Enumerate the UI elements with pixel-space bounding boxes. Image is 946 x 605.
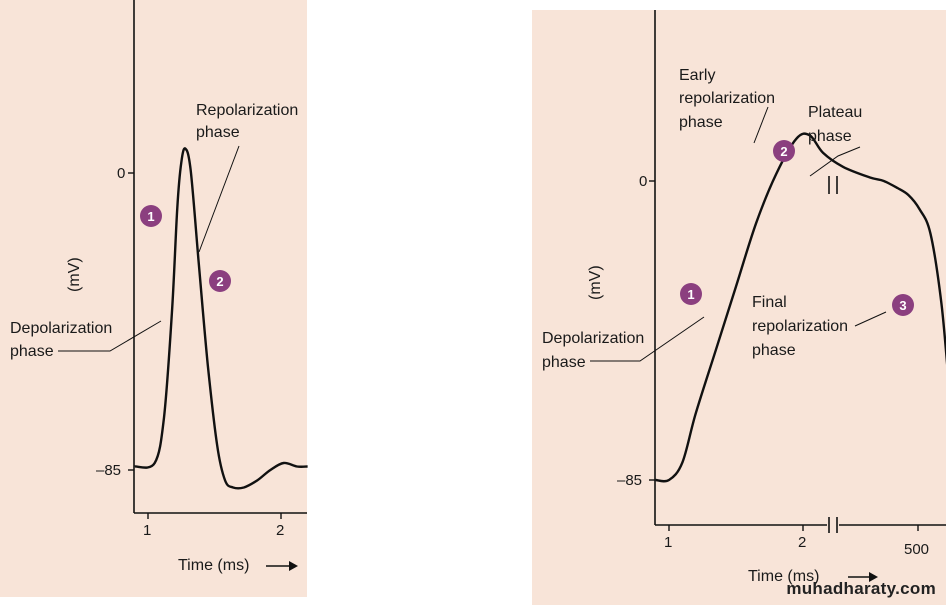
phase-badge-3-right-text: 3 [899,298,906,313]
leader-repolarization-left [198,145,240,253]
leader-depolarization-right [590,316,705,362]
annotation-early-line1: Early [679,67,715,84]
leader-final-repolarization [854,311,887,327]
phase-badge-2-right-text: 2 [780,144,787,159]
x-tick-label-1-left: 1 [143,522,151,539]
y-axis-label-left: (mV) [66,257,83,292]
curve-break-marker [828,176,838,194]
y-tick-label-85-left: –85 [96,462,121,479]
x-axis-break-marker [828,517,838,533]
x-axis-label-right: Time (ms) [748,568,819,585]
chart-panel-left: 0 –85 1 2 (mV) Time (ms) Repolarization … [0,0,308,597]
annotation-early-line2: repolarization [679,90,775,107]
x-tick-label-500-right: 500 [904,541,929,558]
x-axis-label-left: Time (ms) [178,557,249,574]
annotation-early-line3: phase [679,114,723,131]
x-axis-arrow-right [848,572,878,582]
y-tick-label-0-right: 0 [639,173,647,190]
annotation-depolarization-line2-left: phase [10,343,54,360]
y-tick-label-0-left: 0 [117,165,125,182]
x-axis-arrow-left [266,561,298,571]
phase-badge-3-right: 3 [892,294,914,316]
annotation-depolarization-line1-right: Depolarization [542,330,644,347]
phase-badge-1-right-text: 1 [687,287,694,302]
annotation-final-line3: phase [752,342,796,359]
y-tick-label-85-right: –85 [617,472,642,489]
annotation-repolarization-line1-left: Repolarization [196,102,298,119]
watermark-text: muhadharaty.com [786,579,936,598]
annotation-plateau-line1: Plateau [808,104,862,121]
x-tick-label-2-left: 2 [276,522,284,539]
annotation-depolarization-line2-right: phase [542,354,586,371]
phase-badge-2-left-text: 2 [216,274,223,289]
phase-badge-1-right: 1 [680,283,702,305]
annotation-repolarization-line2-left: phase [196,124,240,141]
leader-plateau [809,146,861,177]
annotation-final-line2: repolarization [752,318,848,335]
chart-right-svg: 0 –85 1 2 500 (mV) Time (ms) Early repol… [542,10,946,585]
action-potential-curve-left [134,147,308,490]
annotation-final-line1: Final [752,294,787,311]
phase-badge-1-left: 1 [140,205,162,227]
x-tick-label-1-right: 1 [664,534,672,551]
phase-badge-2-right: 2 [773,140,795,162]
phase-badge-2-left: 2 [209,270,231,292]
x-tick-label-2-right: 2 [798,534,806,551]
annotation-plateau-line2: phase [808,128,852,145]
phase-badge-1-left-text: 1 [147,209,154,224]
leader-depolarization-left [58,320,162,352]
chart-left-svg: 0 –85 1 2 (mV) Time (ms) Repolarization … [10,0,308,574]
leader-early-repolarization [753,106,769,144]
annotation-depolarization-line1-left: Depolarization [10,320,112,337]
y-axis-label-right: (mV) [587,265,604,300]
chart-panel-right: 0 –85 1 2 500 (mV) Time (ms) Early repol… [532,10,946,605]
